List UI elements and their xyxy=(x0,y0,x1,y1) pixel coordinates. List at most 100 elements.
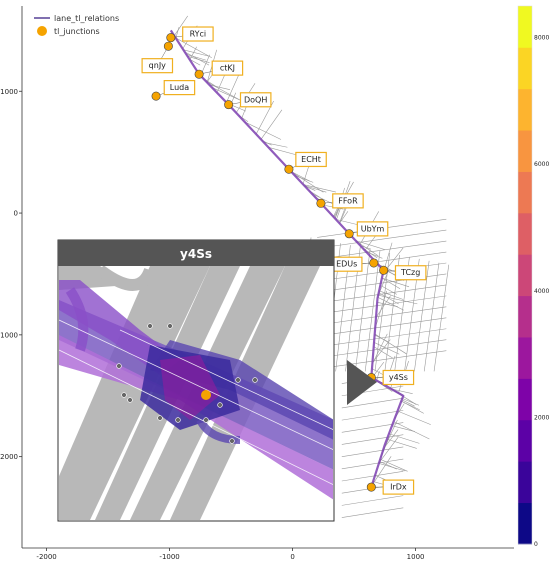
junction-marker xyxy=(166,33,176,43)
inset-junction-marker xyxy=(201,390,211,400)
road-segment xyxy=(379,290,404,300)
inset-lane-lines xyxy=(59,319,333,485)
colorbar-tick-label: 6000 xyxy=(534,161,549,168)
colorbar-segment xyxy=(518,502,532,545)
road-segment xyxy=(341,410,404,421)
junction-marker xyxy=(379,265,389,275)
inset-title: y4Ss xyxy=(180,247,212,261)
road-segment xyxy=(184,51,210,66)
road-segment xyxy=(386,438,417,449)
junction-label: Luda xyxy=(170,83,189,92)
road-segment xyxy=(380,285,397,295)
junction-label: y4Ss xyxy=(389,373,408,382)
junction-label-box xyxy=(141,58,174,74)
junction-label-box xyxy=(382,369,415,386)
junction-marker xyxy=(151,91,161,101)
junction-marker xyxy=(369,258,379,268)
inset-title-bar xyxy=(58,240,334,266)
road-segment xyxy=(378,294,418,305)
road-segment xyxy=(291,171,324,193)
road-segment xyxy=(290,171,310,182)
colorbar-segment xyxy=(518,254,532,297)
junction-label-box xyxy=(382,479,415,495)
colorbar-segment xyxy=(518,6,532,48)
junction-label-box xyxy=(394,265,427,281)
y-tick-label: -1000 xyxy=(0,331,18,339)
junction-label-box xyxy=(211,60,244,76)
junction-label: DoQH xyxy=(244,95,267,104)
junction-label: UbYm xyxy=(361,224,385,233)
road-segment xyxy=(377,302,398,307)
road-segment xyxy=(393,421,430,440)
road-segment xyxy=(380,458,408,472)
road-segment xyxy=(317,229,447,249)
junction-label-box xyxy=(295,151,327,168)
road-segment xyxy=(402,398,420,406)
colorbar-tick-label: 0 xyxy=(534,541,538,548)
junction-label: TCzg xyxy=(400,268,420,277)
road-segment xyxy=(373,346,393,359)
x-tick-label: 1000 xyxy=(407,553,425,561)
road-segment xyxy=(371,456,392,486)
colorbar-tick-label: 2000 xyxy=(534,414,549,421)
x-tick-label: -2000 xyxy=(36,553,56,561)
road-segment xyxy=(341,507,404,518)
legend-circle-marker xyxy=(37,26,47,36)
road-segment xyxy=(372,339,391,363)
road-segment xyxy=(341,434,404,445)
road-segment xyxy=(341,446,404,457)
junction-marker xyxy=(316,198,326,208)
colorbar-tick-label: 8000 xyxy=(534,35,549,42)
junction-marker xyxy=(284,164,294,174)
colorbar-segment xyxy=(518,212,532,255)
road-segment xyxy=(397,410,431,425)
road-segment xyxy=(391,425,415,432)
road-segment xyxy=(378,436,399,463)
colorbar-segment xyxy=(518,88,532,131)
zoom-pointer-triangle xyxy=(347,360,377,405)
road-segment xyxy=(335,219,359,226)
y-tick-label: 0 xyxy=(14,210,18,218)
road-segment xyxy=(372,333,388,364)
legend-lane-tl-relations: lane_tl_relations xyxy=(54,14,119,23)
colorbar-tick-label: 4000 xyxy=(534,288,549,295)
road-segment xyxy=(173,15,188,36)
road-segment xyxy=(341,458,404,470)
legend-tl-junctions: tl_junctions xyxy=(54,27,100,36)
junction-marker xyxy=(194,69,204,79)
road-segment xyxy=(244,121,282,140)
x-ticks: -2000 -1000 0 1000 xyxy=(36,548,425,561)
colorbar-segment xyxy=(518,130,532,172)
y-ticks: 1000 0 -1000 -2000 xyxy=(0,88,22,461)
x-tick-label: -1000 xyxy=(159,553,179,561)
y-tick-label: -2000 xyxy=(0,453,18,461)
road-segment xyxy=(175,37,212,58)
colorbar-segment xyxy=(518,47,532,90)
road-segment xyxy=(365,251,383,259)
road-segment xyxy=(378,463,406,472)
junction-label: IrDx xyxy=(390,483,407,492)
road-segment xyxy=(303,184,337,193)
road-segment xyxy=(317,284,447,304)
road-segment xyxy=(304,185,327,193)
colorbar-segment xyxy=(518,461,532,504)
colorbar: 0 2000 4000 6000 8000 xyxy=(517,5,549,548)
junction-label-box xyxy=(163,80,196,96)
road-segment xyxy=(374,334,388,342)
road-segment xyxy=(294,175,314,183)
junction-label-box xyxy=(239,92,272,108)
junction-label-box xyxy=(332,193,364,209)
colorbar-segment xyxy=(518,337,532,379)
road-segment xyxy=(401,400,424,414)
colorbar-frame xyxy=(517,5,533,545)
colorbar-segment xyxy=(518,295,532,338)
road-segment xyxy=(183,49,209,57)
junction-marker xyxy=(344,229,354,239)
junction-label: ctKJ xyxy=(220,64,235,73)
road-segment xyxy=(317,295,447,315)
road-segment xyxy=(263,142,288,148)
road-segment xyxy=(317,339,447,359)
colorbar-segment xyxy=(518,171,532,214)
colorbar-segment xyxy=(518,378,532,421)
road-segment xyxy=(186,54,206,61)
